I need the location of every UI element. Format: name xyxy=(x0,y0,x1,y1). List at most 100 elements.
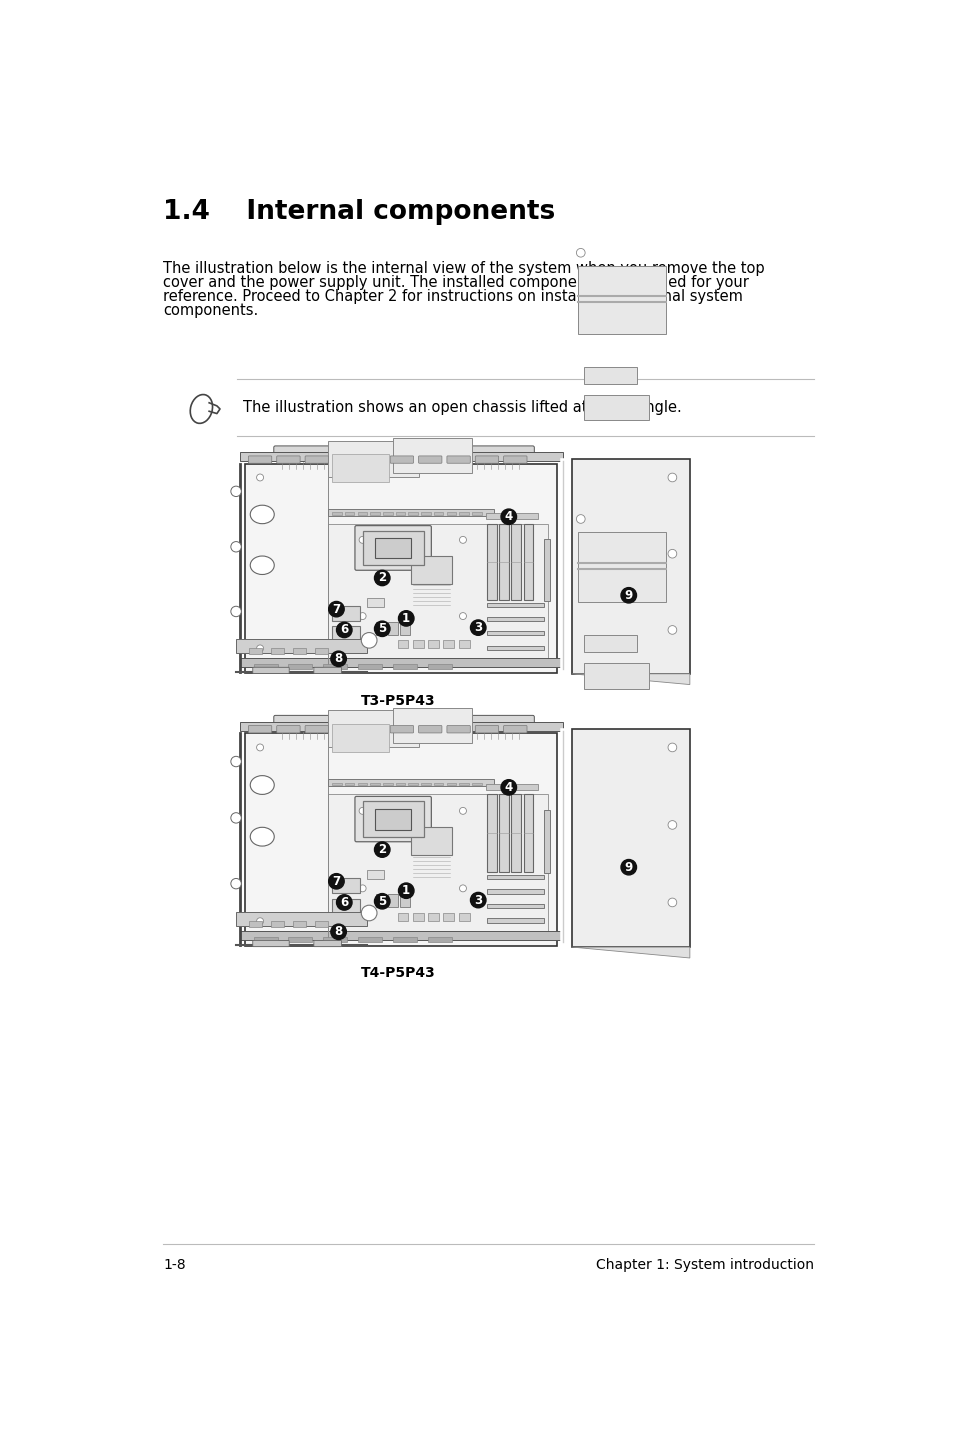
FancyBboxPatch shape xyxy=(382,782,392,785)
Text: T3-P5P43: T3-P5P43 xyxy=(360,695,436,707)
FancyBboxPatch shape xyxy=(511,794,520,871)
FancyBboxPatch shape xyxy=(486,513,537,519)
FancyBboxPatch shape xyxy=(393,439,471,473)
FancyBboxPatch shape xyxy=(428,913,438,922)
Circle shape xyxy=(667,549,676,558)
Circle shape xyxy=(231,756,241,766)
Circle shape xyxy=(667,743,676,752)
FancyBboxPatch shape xyxy=(367,598,384,607)
FancyBboxPatch shape xyxy=(410,557,452,584)
FancyBboxPatch shape xyxy=(314,649,328,654)
Circle shape xyxy=(329,874,344,889)
FancyBboxPatch shape xyxy=(583,394,648,420)
Text: T4-P5P43: T4-P5P43 xyxy=(360,966,436,979)
FancyBboxPatch shape xyxy=(293,649,306,654)
FancyBboxPatch shape xyxy=(240,659,562,667)
Circle shape xyxy=(231,486,241,496)
Text: 3: 3 xyxy=(474,893,482,906)
FancyBboxPatch shape xyxy=(235,912,367,926)
Polygon shape xyxy=(245,463,557,673)
FancyBboxPatch shape xyxy=(418,456,441,463)
Polygon shape xyxy=(328,794,547,938)
Circle shape xyxy=(398,611,414,626)
FancyBboxPatch shape xyxy=(486,794,497,871)
FancyBboxPatch shape xyxy=(486,523,497,600)
FancyBboxPatch shape xyxy=(543,810,550,873)
FancyBboxPatch shape xyxy=(355,797,431,841)
FancyBboxPatch shape xyxy=(486,617,543,621)
FancyBboxPatch shape xyxy=(361,456,385,463)
Circle shape xyxy=(576,249,584,257)
FancyBboxPatch shape xyxy=(443,640,454,649)
Circle shape xyxy=(375,841,390,857)
FancyBboxPatch shape xyxy=(511,523,520,600)
Ellipse shape xyxy=(250,827,274,846)
FancyBboxPatch shape xyxy=(395,782,405,785)
FancyBboxPatch shape xyxy=(355,526,431,571)
Circle shape xyxy=(331,925,346,939)
FancyBboxPatch shape xyxy=(486,919,543,923)
Text: 8: 8 xyxy=(335,925,342,939)
FancyBboxPatch shape xyxy=(486,905,543,907)
FancyBboxPatch shape xyxy=(328,710,419,748)
Circle shape xyxy=(459,536,466,544)
Circle shape xyxy=(361,905,376,920)
FancyBboxPatch shape xyxy=(434,512,443,515)
Text: 5: 5 xyxy=(377,894,386,907)
FancyBboxPatch shape xyxy=(578,266,665,335)
Circle shape xyxy=(667,821,676,830)
Circle shape xyxy=(375,571,390,585)
Polygon shape xyxy=(572,459,689,674)
FancyBboxPatch shape xyxy=(332,605,360,621)
FancyBboxPatch shape xyxy=(393,936,416,942)
FancyBboxPatch shape xyxy=(358,664,382,669)
Polygon shape xyxy=(328,523,547,664)
Circle shape xyxy=(256,917,263,925)
Text: 1.4    Internal components: 1.4 Internal components xyxy=(163,198,555,224)
FancyBboxPatch shape xyxy=(472,782,481,785)
FancyBboxPatch shape xyxy=(240,930,562,940)
Circle shape xyxy=(256,475,263,480)
FancyBboxPatch shape xyxy=(475,726,498,733)
Text: 6: 6 xyxy=(340,896,348,909)
FancyBboxPatch shape xyxy=(446,512,456,515)
Circle shape xyxy=(358,807,366,814)
FancyBboxPatch shape xyxy=(358,936,382,942)
FancyBboxPatch shape xyxy=(393,664,416,669)
FancyBboxPatch shape xyxy=(274,446,534,460)
Ellipse shape xyxy=(250,505,274,523)
FancyBboxPatch shape xyxy=(395,512,405,515)
FancyBboxPatch shape xyxy=(328,509,493,516)
FancyBboxPatch shape xyxy=(458,512,469,515)
FancyBboxPatch shape xyxy=(523,794,533,871)
FancyBboxPatch shape xyxy=(253,936,277,942)
Circle shape xyxy=(398,883,414,899)
Circle shape xyxy=(470,893,485,907)
FancyBboxPatch shape xyxy=(578,532,665,603)
FancyBboxPatch shape xyxy=(332,723,389,752)
FancyBboxPatch shape xyxy=(253,667,289,673)
FancyBboxPatch shape xyxy=(434,782,443,785)
Circle shape xyxy=(459,884,466,892)
Circle shape xyxy=(576,515,584,523)
Circle shape xyxy=(667,626,676,634)
Ellipse shape xyxy=(250,557,274,575)
FancyBboxPatch shape xyxy=(397,640,408,649)
FancyBboxPatch shape xyxy=(288,664,312,669)
FancyBboxPatch shape xyxy=(583,663,648,689)
Text: 4: 4 xyxy=(504,510,513,523)
FancyBboxPatch shape xyxy=(397,913,408,922)
FancyBboxPatch shape xyxy=(332,454,389,482)
Text: components.: components. xyxy=(163,302,258,318)
FancyBboxPatch shape xyxy=(399,621,409,634)
FancyBboxPatch shape xyxy=(583,367,637,384)
Ellipse shape xyxy=(250,775,274,794)
Text: 6: 6 xyxy=(340,624,348,637)
FancyBboxPatch shape xyxy=(357,512,367,515)
Text: 2: 2 xyxy=(377,843,386,856)
Circle shape xyxy=(331,651,346,667)
Circle shape xyxy=(256,743,263,751)
Text: 9: 9 xyxy=(624,861,632,874)
FancyBboxPatch shape xyxy=(249,922,262,928)
Polygon shape xyxy=(245,733,557,946)
